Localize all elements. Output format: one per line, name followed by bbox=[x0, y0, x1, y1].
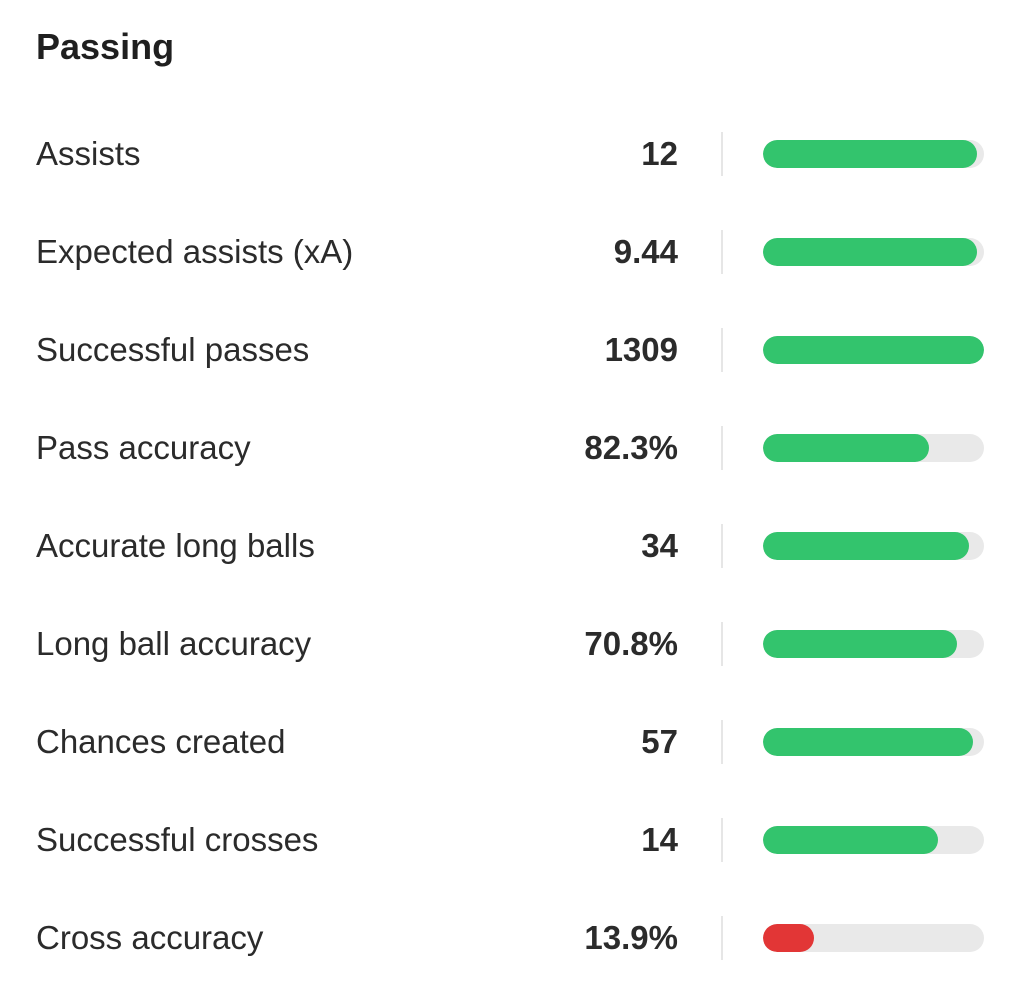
stat-row-cross-accuracy[interactable]: Cross accuracy 13.9% bbox=[0, 889, 1024, 987]
stat-value: 12 bbox=[641, 135, 678, 172]
stat-label: Cross accuracy bbox=[36, 919, 264, 956]
stat-label: Pass accuracy bbox=[36, 429, 251, 466]
divider bbox=[721, 328, 723, 372]
divider bbox=[721, 426, 723, 470]
percentile-bar-track bbox=[763, 924, 984, 952]
stat-row-successful-crosses[interactable]: Successful crosses 14 bbox=[0, 791, 1024, 889]
stat-row-pass-accuracy[interactable]: Pass accuracy 82.3% bbox=[0, 399, 1024, 497]
percentile-bar-fill bbox=[763, 336, 984, 364]
stat-value: 1309 bbox=[604, 331, 678, 368]
stat-list: Assists 12 Expected assists (xA) 9.44 Su… bbox=[0, 105, 1024, 987]
percentile-bar-track bbox=[763, 336, 984, 364]
stat-value: 70.8% bbox=[584, 625, 678, 662]
stat-row-successful-passes[interactable]: Successful passes 1309 bbox=[0, 301, 1024, 399]
stat-label: Successful crosses bbox=[36, 821, 319, 858]
percentile-bar-fill bbox=[763, 728, 973, 756]
percentile-bar-track bbox=[763, 238, 984, 266]
percentile-bar-fill bbox=[763, 434, 929, 462]
stat-row-expected-assists[interactable]: Expected assists (xA) 9.44 bbox=[0, 203, 1024, 301]
stat-label: Expected assists (xA) bbox=[36, 233, 354, 270]
percentile-bar-track bbox=[763, 826, 984, 854]
stat-value: 82.3% bbox=[584, 429, 678, 466]
stat-value: 57 bbox=[641, 723, 678, 760]
stat-row-chances-created[interactable]: Chances created 57 bbox=[0, 693, 1024, 791]
percentile-bar-track bbox=[763, 140, 984, 168]
percentile-bar-track bbox=[763, 630, 984, 658]
section-title: Passing bbox=[36, 26, 175, 67]
stat-label: Long ball accuracy bbox=[36, 625, 312, 662]
percentile-bar-fill bbox=[763, 532, 969, 560]
percentile-bar-track bbox=[763, 728, 984, 756]
stat-row-long-ball-accuracy[interactable]: Long ball accuracy 70.8% bbox=[0, 595, 1024, 693]
divider bbox=[721, 916, 723, 960]
stat-label: Accurate long balls bbox=[36, 527, 315, 564]
percentile-bar-track bbox=[763, 434, 984, 462]
percentile-bar-fill bbox=[763, 630, 957, 658]
stat-label: Successful passes bbox=[36, 331, 310, 368]
percentile-bar-fill bbox=[763, 826, 938, 854]
percentile-bar-track bbox=[763, 532, 984, 560]
stat-value: 13.9% bbox=[584, 919, 678, 956]
percentile-bar-fill bbox=[763, 140, 977, 168]
divider bbox=[721, 818, 723, 862]
percentile-bar-fill bbox=[763, 924, 814, 952]
divider bbox=[721, 622, 723, 666]
divider bbox=[721, 720, 723, 764]
stat-row-assists[interactable]: Assists 12 bbox=[0, 105, 1024, 203]
stat-value: 9.44 bbox=[613, 233, 678, 270]
divider bbox=[721, 524, 723, 568]
divider bbox=[721, 132, 723, 176]
stat-row-accurate-long-balls[interactable]: Accurate long balls 34 bbox=[0, 497, 1024, 595]
divider bbox=[721, 230, 723, 274]
percentile-bar-fill bbox=[763, 238, 977, 266]
stat-value: 14 bbox=[641, 821, 678, 858]
stat-label: Assists bbox=[36, 135, 141, 172]
stat-label: Chances created bbox=[36, 723, 286, 760]
stat-value: 34 bbox=[641, 527, 678, 564]
